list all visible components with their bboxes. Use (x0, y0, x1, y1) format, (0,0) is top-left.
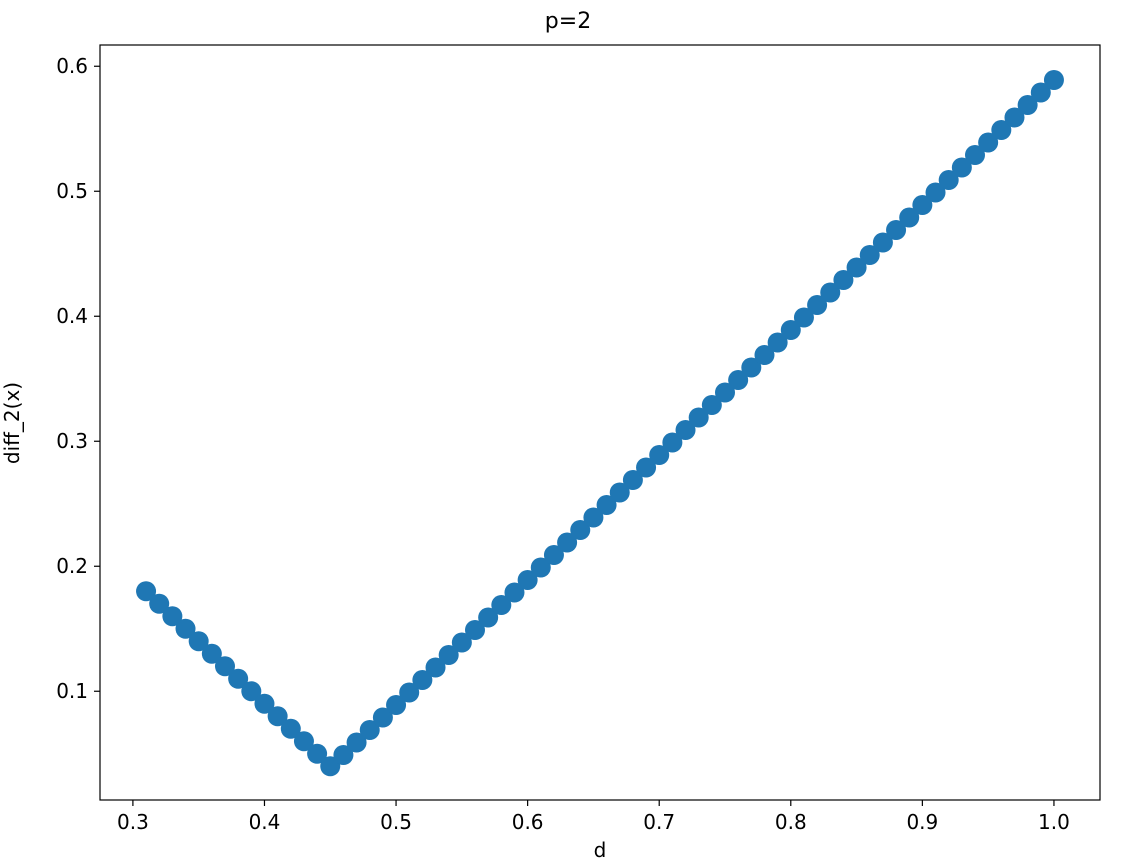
x-tick-label: 0.4 (249, 810, 281, 834)
x-tick-label: 0.3 (117, 810, 149, 834)
scatter-series (136, 70, 1064, 776)
y-tick-label: 0.6 (56, 54, 88, 78)
y-tick-label: 0.2 (56, 554, 88, 578)
scatter-point (1044, 70, 1064, 90)
x-tick-label: 1.0 (1038, 810, 1070, 834)
x-tick-label: 0.6 (512, 810, 544, 834)
x-tick-label: 0.7 (643, 810, 675, 834)
y-tick-label: 0.1 (56, 679, 88, 703)
x-tick-label: 0.9 (906, 810, 938, 834)
x-tick-label: 0.5 (380, 810, 412, 834)
y-tick-label: 0.5 (56, 179, 88, 203)
chart-figure: p=2 diff_2(x) d 0.30.40.50.60.70.80.91.0… (0, 0, 1136, 866)
chart-canvas (0, 0, 1136, 866)
x-tick-label: 0.8 (775, 810, 807, 834)
y-tick-label: 0.4 (56, 304, 88, 328)
y-tick-label: 0.3 (56, 429, 88, 453)
